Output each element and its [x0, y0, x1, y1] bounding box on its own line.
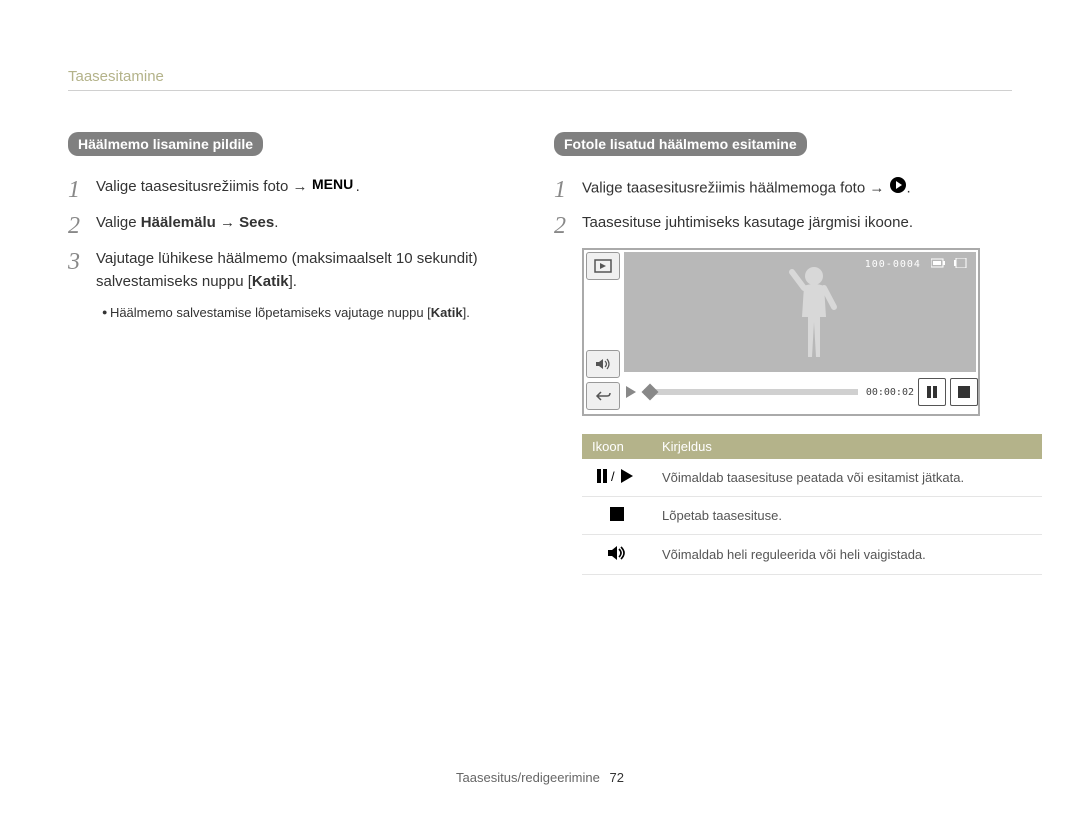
play-marker-icon — [626, 386, 636, 398]
stop-button — [950, 378, 978, 406]
pause-button — [918, 378, 946, 406]
table-row: / Võimaldab taasesituse peatada või esit… — [582, 459, 1042, 497]
row-desc: Võimaldab heli reguleerida või heli vaig… — [652, 535, 1042, 575]
image-counter: 100-0004 — [865, 258, 968, 270]
text: Valige — [96, 214, 141, 231]
page-title: Taasesitamine — [68, 68, 164, 85]
right-column: Fotole lisatud häälmemo esitamine 1 Vali… — [554, 132, 1024, 575]
step-text: Valige taasesitusrežiimis foto → MENU. — [96, 176, 360, 199]
text: Valige taasesitusrežiimis häälmemoga fot… — [582, 180, 889, 197]
text: . — [907, 180, 911, 197]
step: 2 Taasesituse juhtimiseks kasutage järgm… — [554, 212, 1024, 238]
text: Häälmemo salvestamise lõpetamiseks vajut… — [110, 305, 431, 320]
table-header-desc: Kirjeldus — [652, 434, 1042, 459]
footer: Taasesitus/redigeerimine 72 — [0, 770, 1080, 785]
step: 3 Vajutage lühikese häälmemo (maksimaals… — [68, 248, 538, 293]
row-icon — [582, 497, 652, 535]
step-number: 1 — [68, 176, 96, 202]
table-row: Võimaldab heli reguleerida või heli vaig… — [582, 535, 1042, 575]
time-label: 00:00:02 — [866, 387, 914, 398]
step: 1 Valige taasesitusrežiimis foto → MENU. — [68, 176, 538, 202]
text: → — [216, 214, 239, 231]
progress-track — [644, 389, 858, 395]
play-circle-icon — [889, 176, 907, 202]
playback-mode-icon — [586, 252, 620, 280]
bullet-note: Häälmemo salvestamise lõpetamiseks vajut… — [102, 303, 538, 323]
step-number: 2 — [68, 212, 96, 238]
right-section-header: Fotole lisatud häälmemo esitamine — [554, 132, 807, 156]
table-row: Lõpetab taasesituse. — [582, 497, 1042, 535]
title-underline — [68, 90, 1012, 91]
menu-icon: MENU — [312, 176, 356, 199]
page-number: 72 — [609, 770, 623, 785]
step-text: Taasesituse juhtimiseks kasutage järgmis… — [582, 212, 913, 235]
volume-icon — [586, 350, 620, 378]
step-number: 2 — [554, 212, 582, 238]
step: 2 Valige Häälemälu → Sees. — [68, 212, 538, 238]
person-silhouette-icon — [784, 262, 844, 362]
step-number: 3 — [68, 248, 96, 274]
left-section-header: Häälmemo lisamine pildile — [68, 132, 263, 156]
playback-bar: 00:00:02 — [626, 372, 978, 412]
text: Valige taasesitusrežiimis foto → — [96, 178, 312, 195]
step-number: 1 — [554, 176, 582, 202]
icon-table: Ikoon Kirjeldus / Võimaldab taasesituse … — [582, 434, 1042, 575]
text: . — [356, 178, 360, 195]
svg-text:/: / — [611, 469, 615, 483]
volume-icon — [607, 545, 627, 561]
step-text: Vajutage lühikese häälmemo (maksimaalsel… — [96, 248, 538, 293]
stop-icon — [610, 507, 624, 521]
text-bold: Häälemälu — [141, 214, 216, 231]
row-desc: Lõpetab taasesituse. — [652, 497, 1042, 535]
preview-area: 100-0004 — [624, 252, 976, 372]
row-icon: / — [582, 459, 652, 497]
left-column: Häälmemo lisamine pildile 1 Valige taase… — [68, 132, 538, 323]
footer-label: Taasesitus/redigeerimine — [456, 770, 600, 785]
table-header-icon: Ikoon — [582, 434, 652, 459]
pause-play-icon: / — [597, 469, 637, 483]
progress-marker — [642, 384, 659, 401]
text: ]. — [463, 305, 470, 320]
text-bold: Katik — [252, 273, 289, 290]
text: . — [274, 214, 278, 231]
step: 1 Valige taasesitusrežiimis häälmemoga f… — [554, 176, 1024, 202]
back-icon — [586, 382, 620, 410]
svg-text:MENU: MENU — [312, 177, 353, 191]
text-bold: Katik — [431, 305, 463, 320]
row-icon — [582, 535, 652, 575]
step-text: Valige Häälemälu → Sees. — [96, 212, 278, 235]
step-text: Valige taasesitusrežiimis häälmemoga fot… — [582, 176, 911, 202]
text: 100-0004 — [865, 259, 921, 270]
row-desc: Võimaldab taasesituse peatada või esitam… — [652, 459, 1042, 497]
text: Taasesituse juhtimiseks kasutage järgmis… — [582, 214, 913, 231]
text: ]. — [289, 273, 297, 290]
left-icons-column — [586, 252, 626, 414]
camera-display: 100-0004 00:00:02 — [582, 248, 980, 416]
text-bold: Sees — [239, 214, 274, 231]
